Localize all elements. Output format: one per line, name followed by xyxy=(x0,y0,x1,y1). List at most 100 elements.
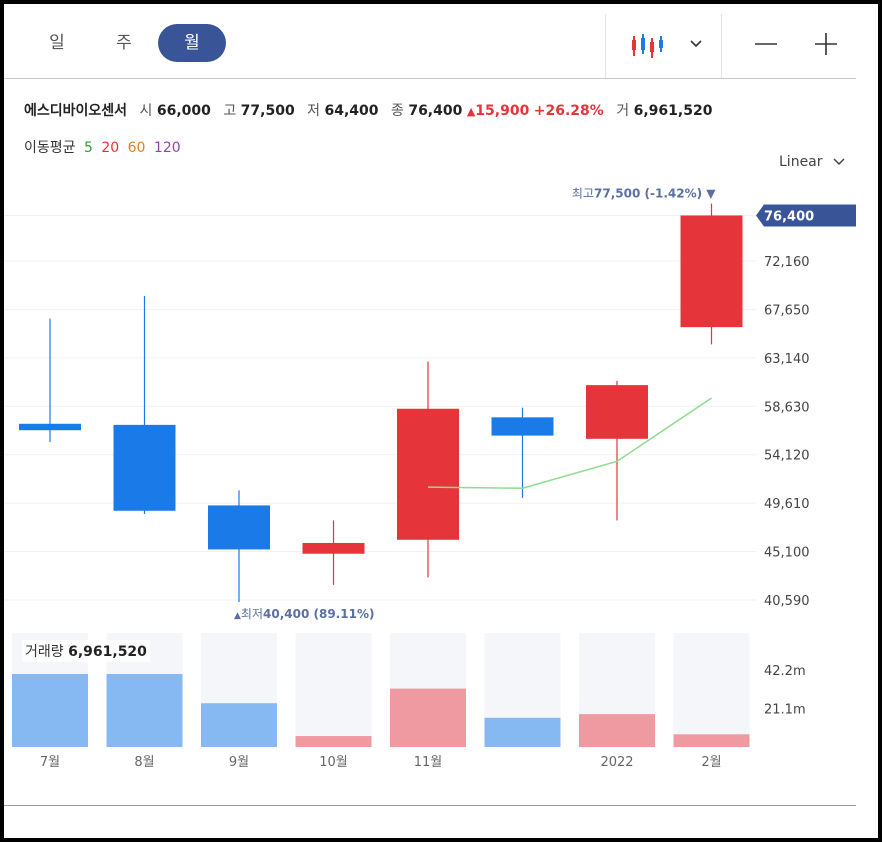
volume-bar xyxy=(106,674,183,747)
moving-average-label: 이동평균 xyxy=(24,140,76,156)
low-value: 64,400 xyxy=(324,103,379,119)
close-value: 76,400 xyxy=(408,103,463,119)
volume-bar xyxy=(579,714,655,747)
chevron-down-icon xyxy=(833,158,845,166)
volume-bar xyxy=(12,674,88,747)
tab-month[interactable]: 월 xyxy=(158,24,226,62)
chevron-down-icon xyxy=(690,40,702,48)
candle-body xyxy=(397,408,459,540)
candle xyxy=(586,380,648,521)
moving-average-legend[interactable]: 이동평균 5 20 60 120 xyxy=(24,137,181,157)
minus-icon xyxy=(755,43,777,45)
divider xyxy=(4,805,856,806)
low-annotation-value: 40,400 (89.11%) xyxy=(263,607,374,621)
candle-body xyxy=(491,417,554,436)
zoom-in-button[interactable] xyxy=(806,26,846,62)
price-tick-label: 49,610 xyxy=(764,497,810,512)
candle-body xyxy=(113,424,176,511)
stock-name: 에스디바이오센서 xyxy=(24,103,128,119)
x-tick-label: 7월 xyxy=(40,755,60,770)
ma-period-120: 120 xyxy=(153,140,181,156)
candle-body xyxy=(208,505,270,550)
toolbar: 일 주 월 xyxy=(4,4,856,79)
high-value: 77,500 xyxy=(240,103,295,119)
volume-bar xyxy=(484,717,561,747)
price-tick-label: 67,650 xyxy=(764,303,810,318)
open-label: 시 xyxy=(139,103,153,119)
x-tick-label: 2022 xyxy=(600,755,633,770)
candle-body xyxy=(19,423,81,431)
price-tick-label: 54,120 xyxy=(764,449,810,464)
price-axis: 72,160 67,650 63,140 58,630 54,120 49,610 45,1… xyxy=(764,255,810,609)
chart-widget: 72,160 67,650 63,140 58,630 54,120 49,610 45,1… xyxy=(4,4,878,838)
ma-period-20: 20 xyxy=(101,140,120,156)
change-arrow: ▲ xyxy=(466,105,476,118)
volume-slot xyxy=(295,633,372,747)
high-label: 고 xyxy=(223,103,237,119)
ma5-line xyxy=(427,397,712,489)
volume-axis: 42.2m 21.1m xyxy=(764,664,806,718)
volume-tick-label: 21.1m xyxy=(764,703,806,718)
change-value: 15,900 xyxy=(475,103,530,119)
price-tick-label: 63,140 xyxy=(764,352,810,367)
candle xyxy=(19,318,81,443)
volume-panel-title: 거래량 xyxy=(25,644,64,660)
low-label: 저 xyxy=(307,103,321,119)
open-value: 66,000 xyxy=(156,103,211,119)
price-tick-label: 58,630 xyxy=(764,400,810,415)
candle xyxy=(491,407,554,498)
x-tick-label: 11월 xyxy=(414,755,443,770)
candlestick-icon xyxy=(632,34,663,58)
candle-body xyxy=(586,385,648,439)
candle-body xyxy=(302,542,365,554)
tab-day[interactable]: 일 xyxy=(49,33,65,53)
volume-slot xyxy=(673,633,750,747)
volume-panel-label: 거래량 6,961,520 xyxy=(22,640,150,662)
price-tick-label: 45,100 xyxy=(764,546,810,561)
candle xyxy=(113,296,176,514)
change-percent: +26.28% xyxy=(533,103,604,119)
candle xyxy=(208,490,270,603)
volume-bar xyxy=(295,736,372,747)
x-tick-label: 9월 xyxy=(229,755,249,770)
volume-bar xyxy=(201,703,277,747)
current-price-label: 76,400 xyxy=(764,209,814,224)
price-tick-label: 72,160 xyxy=(764,255,810,270)
ma-period-60: 60 xyxy=(127,140,146,156)
ma-period-5: 5 xyxy=(83,140,93,156)
candles xyxy=(19,203,743,603)
volume-bars xyxy=(12,674,750,747)
high-annotation: 최고77,500 (-1.42%) ▼ xyxy=(572,187,716,201)
candle xyxy=(302,520,365,585)
high-annotation-value: 77,500 (-1.42%) ▼ xyxy=(594,187,716,201)
x-tick-label: 8월 xyxy=(134,755,154,770)
chart-canvas[interactable]: 72,160 67,650 63,140 58,630 54,120 49,610 45,1… xyxy=(4,4,878,838)
volume-label: 거 xyxy=(616,103,630,119)
x-tick-label: 2월 xyxy=(701,755,721,770)
candle xyxy=(680,203,743,345)
close-label: 종 xyxy=(390,103,404,119)
candle xyxy=(397,361,459,578)
zoom-out-button[interactable] xyxy=(746,26,786,62)
price-tick-label: 40,590 xyxy=(764,594,810,609)
chart-type-dropdown[interactable] xyxy=(605,14,722,78)
volume-bar xyxy=(673,734,750,747)
low-annotation-marker: ▲ xyxy=(234,611,241,621)
plus-icon xyxy=(815,33,837,55)
current-price-badge: 76,400 xyxy=(756,204,856,227)
current-price-tag xyxy=(756,204,856,227)
volume-value: 6,961,520 xyxy=(633,103,713,119)
x-axis: 7월 8월 9월 10월 11월 2022 2월 xyxy=(40,755,722,770)
volume-tick-label: 42.2m xyxy=(764,664,806,679)
volume-bar xyxy=(390,688,466,747)
low-annotation: ▲최저40,400 (89.11%) xyxy=(234,607,374,621)
low-annotation-label: 최저 xyxy=(241,607,263,621)
scale-select[interactable]: Linear xyxy=(779,154,845,170)
tab-week[interactable]: 주 xyxy=(116,33,132,53)
volume-panel-value: 6,961,520 xyxy=(68,644,147,660)
quote-summary: 에스디바이오센서 시 66,000 고 77,500 저 64,400 종 76… xyxy=(24,100,712,120)
high-annotation-label: 최고 xyxy=(572,187,594,201)
scale-label: Linear xyxy=(779,154,823,170)
candle-body xyxy=(680,215,743,328)
x-tick-label: 10월 xyxy=(319,755,348,770)
